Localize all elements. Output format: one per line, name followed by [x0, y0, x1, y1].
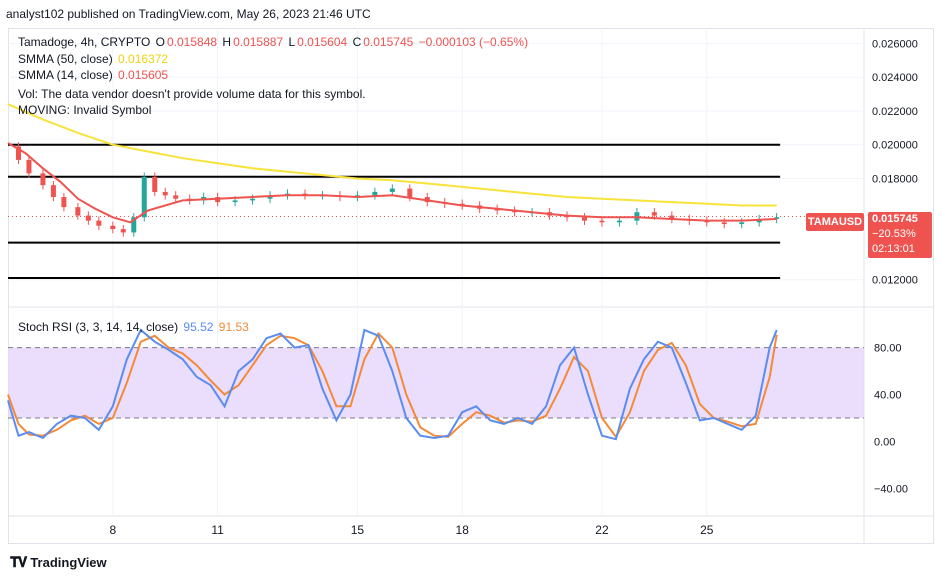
footer-brand[interactable]: 𝐓𝐕 TradingView [10, 554, 107, 571]
candle-body [173, 195, 179, 199]
sma50-legend: SMMA (50, close) 0.016372 [18, 51, 170, 67]
price-label: 0.015745 −20.53% 02:13:01 [868, 212, 932, 258]
moving-notice: MOVING: Invalid Symbol [18, 103, 152, 117]
price-tick-label: 0.026000 [872, 38, 918, 50]
candle-body [616, 220, 622, 223]
candle-body [50, 185, 56, 198]
sma50-label: SMMA (50, close) [18, 52, 113, 66]
candle-body [721, 222, 727, 225]
stoch-rsi-tick-label: 40.00 [874, 390, 902, 402]
ticker-tag: TAMAUSD [806, 213, 864, 231]
candle-body [131, 217, 137, 233]
candle-body [739, 222, 745, 225]
candle-body [651, 212, 657, 216]
price-tick-label: 0.022000 [872, 106, 918, 118]
candle-body [152, 176, 158, 192]
candle-body [75, 207, 81, 216]
stoch-rsi-tick-label: 80.00 [874, 343, 902, 355]
stoch-rsi-label: Stoch RSI (3, 3, 14, 14, close) [18, 320, 179, 334]
stoch-rsi-k-value: 95.52 [183, 320, 214, 334]
candle-body [389, 188, 395, 192]
candle-body [120, 229, 126, 233]
stoch-rsi-d-value: 91.53 [218, 320, 249, 334]
price-tick-label: 0.012000 [872, 275, 918, 287]
stoch-rsi-d-line [7, 331, 778, 439]
time-tick-label: 11 [211, 523, 224, 537]
candle-body [141, 176, 147, 218]
price-label-change: −20.53% [872, 228, 916, 240]
stoch-rsi-tick-label: 0.00 [874, 437, 895, 449]
chart-frame [8, 28, 934, 544]
candle-body [96, 220, 102, 226]
high-label: H [222, 35, 232, 49]
time-tick-label: 15 [351, 523, 365, 537]
stoch-rsi-band [8, 347, 864, 419]
close-label: C [352, 35, 362, 49]
sma14-legend: SMMA (14, close) 0.015605 [18, 67, 170, 83]
candle-body [40, 173, 46, 186]
time-tick-label: 22 [595, 523, 609, 537]
candle-body [250, 198, 256, 201]
candle-body [669, 215, 675, 219]
low-value: 0.015604 [297, 35, 348, 49]
sma14-value: 0.015605 [118, 68, 169, 82]
low-label: L [288, 35, 296, 49]
price-tick-label: 0.020000 [872, 140, 918, 152]
candle-body [162, 191, 168, 196]
symbol-legend: Tamadoge, 4h, CRYPTO O 0.015848 H 0.015887… [18, 34, 530, 50]
time-tick-label: 8 [109, 523, 116, 537]
candle-body [581, 217, 587, 221]
sma14-line [7, 142, 777, 224]
sma50-value: 0.016372 [118, 52, 169, 66]
close-value: 0.015745 [363, 35, 414, 49]
candle-body [407, 188, 413, 198]
tradingview-logo-icon: 𝐓𝐕 [10, 554, 27, 570]
stoch-rsi-legend: Stoch RSI (3, 3, 14, 14, close) 95.52 91… [18, 319, 251, 335]
time-tick-label: 18 [456, 523, 470, 537]
sma50-line [7, 103, 777, 207]
price-tick-label: 0.024000 [872, 72, 918, 84]
open-label: O [155, 35, 165, 49]
candle-body [232, 200, 238, 203]
candle-body [15, 146, 21, 160]
change-value: −0.000103 (−0.65%) [418, 35, 529, 49]
candle-body [599, 220, 605, 223]
candle-body [372, 191, 378, 196]
time-tick-label: 25 [700, 523, 714, 537]
stoch-rsi-k-line [7, 328, 778, 441]
footer-brand-text: TradingView [30, 555, 107, 570]
volume-notice: Vol: The data vendor doesn't provide vol… [18, 87, 366, 101]
sma14-label: SMMA (14, close) [18, 68, 113, 82]
candle-body [26, 159, 32, 174]
published-by-line: analyst102 published on TradingView.com,… [6, 7, 371, 21]
high-value: 0.015887 [233, 35, 284, 49]
price-tick-label: 0.018000 [872, 173, 918, 185]
candle-body [110, 225, 116, 230]
candle-body [61, 197, 67, 208]
symbol-name: Tamadoge, 4h, CRYPTO [18, 35, 151, 49]
candle-body [85, 215, 91, 221]
price-label-countdown: 02:13:01 [872, 243, 915, 255]
price-label-price: 0.015745 [872, 213, 918, 225]
open-value: 0.015848 [166, 35, 218, 49]
stoch-rsi-tick-label: −40.00 [874, 484, 908, 496]
